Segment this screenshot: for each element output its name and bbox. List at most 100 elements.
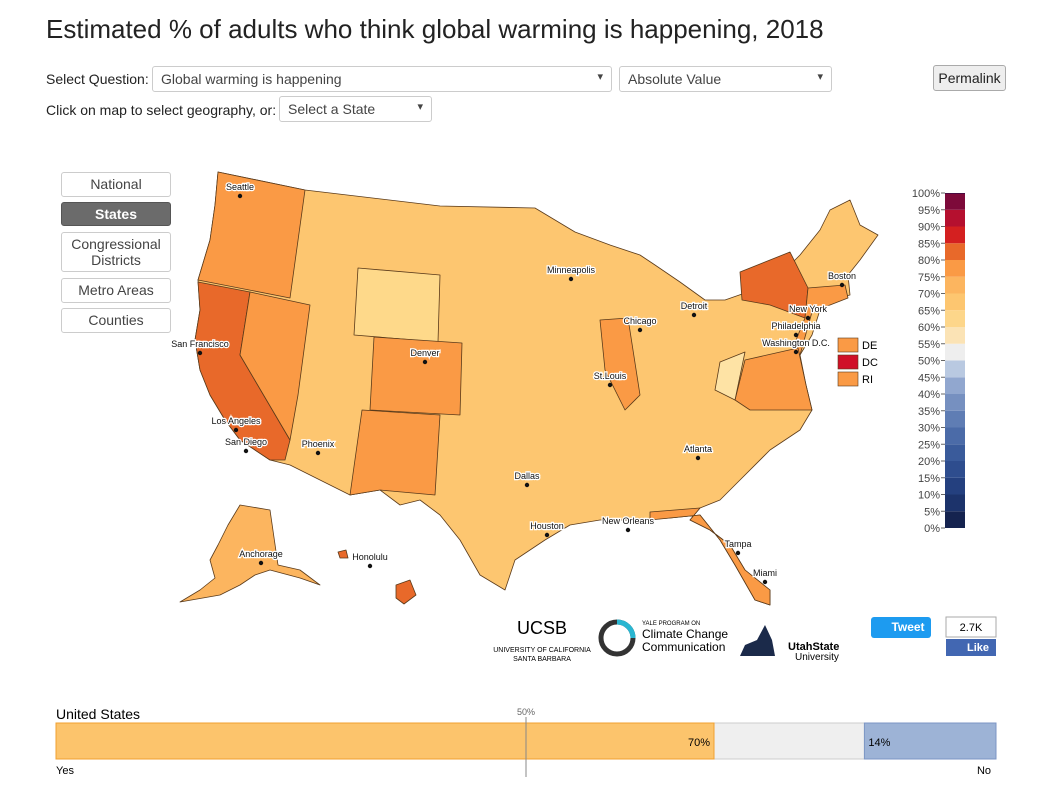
- city-dot: [762, 579, 768, 585]
- legend-swatch: [945, 410, 965, 428]
- tweet-label[interactable]: Tweet: [891, 620, 924, 634]
- city-label: Honolulu: [352, 552, 388, 562]
- legend-swatch: [945, 394, 965, 411]
- tab-metro[interactable]: Metro Areas: [61, 278, 171, 303]
- legend-swatch: [945, 293, 965, 311]
- city-label: New York: [789, 304, 828, 314]
- geo-label: Click on map to select geography, or:: [46, 102, 277, 118]
- legend-swatch: [945, 343, 965, 361]
- legend: 0% 5% 10% 15% 20% 25% 30% 35% 40% 45% 50% 55% 60% 65%…: [912, 188, 965, 535]
- city-label: St.Louis: [594, 371, 627, 381]
- usu-text: UtahState: [788, 641, 839, 653]
- legend-tick-label: 65%: [918, 305, 940, 317]
- no-value-label: 14%: [868, 737, 890, 749]
- small-state-box[interactable]: [837, 371, 859, 387]
- mode-select[interactable]: Absolute Value: [619, 66, 832, 92]
- usu-icon: [740, 625, 775, 656]
- state-il[interactable]: [599, 317, 641, 411]
- tab-states[interactable]: States: [61, 202, 171, 226]
- legend-tick-label: 25%: [918, 439, 940, 451]
- legend-swatch: [945, 243, 965, 260]
- city-dot: [695, 455, 701, 461]
- yale-text: Communication: [642, 640, 725, 654]
- city-dot: [243, 448, 249, 454]
- permalink-button[interactable]: Permalink: [933, 65, 1006, 91]
- ucsb-text: UCSB: [517, 618, 567, 638]
- city-label: Denver: [410, 348, 439, 358]
- tab-counties[interactable]: Counties: [61, 308, 171, 333]
- state-fl[interactable]: [649, 507, 771, 606]
- summary-geography: United States: [56, 706, 140, 722]
- small-state-box[interactable]: [837, 354, 859, 370]
- like-button[interactable]: 2.7K Like: [945, 616, 997, 656]
- city-label: San Francisco: [171, 339, 229, 349]
- like-count: 2.7K: [960, 622, 983, 634]
- small-state-label: DE: [862, 340, 877, 352]
- state-co[interactable]: [369, 336, 463, 416]
- states[interactable]: [179, 171, 879, 606]
- state-wv[interactable]: [714, 351, 746, 401]
- yes-bar: [55, 722, 715, 760]
- city-label: Miami: [753, 568, 777, 578]
- yes-label: Yes: [56, 765, 74, 777]
- city-label: Dallas: [514, 471, 540, 481]
- state-nm[interactable]: [349, 409, 441, 496]
- city-label: Minneapolis: [547, 265, 596, 275]
- city-label: Tampa: [724, 539, 751, 549]
- legend-tick-label: 45%: [918, 372, 940, 384]
- city-dot: [544, 532, 550, 538]
- question-label: Select Question:: [46, 71, 149, 87]
- city-label: Chicago: [623, 316, 656, 326]
- legend-swatch: [945, 193, 965, 194]
- tweet-bg[interactable]: [871, 617, 931, 638]
- legend-tick-label: 10%: [918, 490, 940, 502]
- legend-tick-label: 15%: [918, 473, 940, 485]
- legend-tick-label: 55%: [918, 339, 940, 351]
- legend-swatch: [945, 226, 965, 244]
- like-bg[interactable]: [946, 639, 996, 656]
- tab-national[interactable]: National: [61, 172, 171, 197]
- city-dot: [367, 563, 373, 569]
- legend-tick-label: 70%: [918, 289, 940, 301]
- state-wy[interactable]: [353, 267, 441, 343]
- yes-value-label: 70%: [688, 737, 710, 749]
- question-select[interactable]: Global warming is happening: [152, 66, 612, 92]
- city-dot: [233, 427, 239, 433]
- legend-swatch: [945, 276, 965, 294]
- state-select[interactable]: Select a State: [279, 96, 432, 122]
- state-wa-or[interactable]: [197, 171, 306, 299]
- state-ma-ct-nj[interactable]: [793, 284, 849, 356]
- legend-swatch: [945, 461, 965, 478]
- legend-tick-label: 85%: [918, 238, 940, 250]
- city-label: Detroit: [681, 301, 708, 311]
- state-nv[interactable]: [239, 291, 311, 441]
- city-dot: [735, 550, 741, 556]
- city-label: New Orleans: [602, 516, 655, 526]
- city-label: Phoenix: [302, 439, 335, 449]
- usu-text: University: [795, 652, 839, 663]
- small-state-label: DC: [862, 357, 878, 369]
- city-label: Philadelphia: [771, 321, 820, 331]
- tweet-button[interactable]: Tweet: [871, 617, 931, 638]
- tab-congressional[interactable]: Congressional Districts: [61, 232, 171, 272]
- like-label[interactable]: Like: [967, 642, 989, 654]
- ucsb-sub: SANTA BARBARA: [513, 656, 571, 663]
- city-dot: [839, 282, 845, 288]
- like-count-box: [945, 616, 997, 638]
- legend-tick-label: 0%: [924, 523, 940, 535]
- city-label: Anchorage: [239, 549, 283, 559]
- legend-tick-label: 20%: [918, 456, 940, 468]
- legend-swatch: [945, 511, 965, 528]
- ucsb-sub: UNIVERSITY OF CALIFORNIA: [493, 647, 591, 654]
- city-dot: [422, 359, 428, 365]
- legend-swatch: [945, 494, 965, 512]
- city-label: Atlanta: [684, 444, 712, 454]
- legend-swatch: [945, 310, 965, 327]
- state-ak[interactable]: [179, 504, 321, 603]
- city-layer: Seattle San Francisco Los Angeles San Diego…: [170, 181, 857, 585]
- summary-bar: United States Yes No 70% 14% 50%: [55, 706, 997, 777]
- small-state-box[interactable]: [837, 337, 859, 353]
- state-hi[interactable]: [337, 549, 417, 605]
- legend-swatch: [945, 193, 965, 210]
- city-label: Houston: [530, 521, 564, 531]
